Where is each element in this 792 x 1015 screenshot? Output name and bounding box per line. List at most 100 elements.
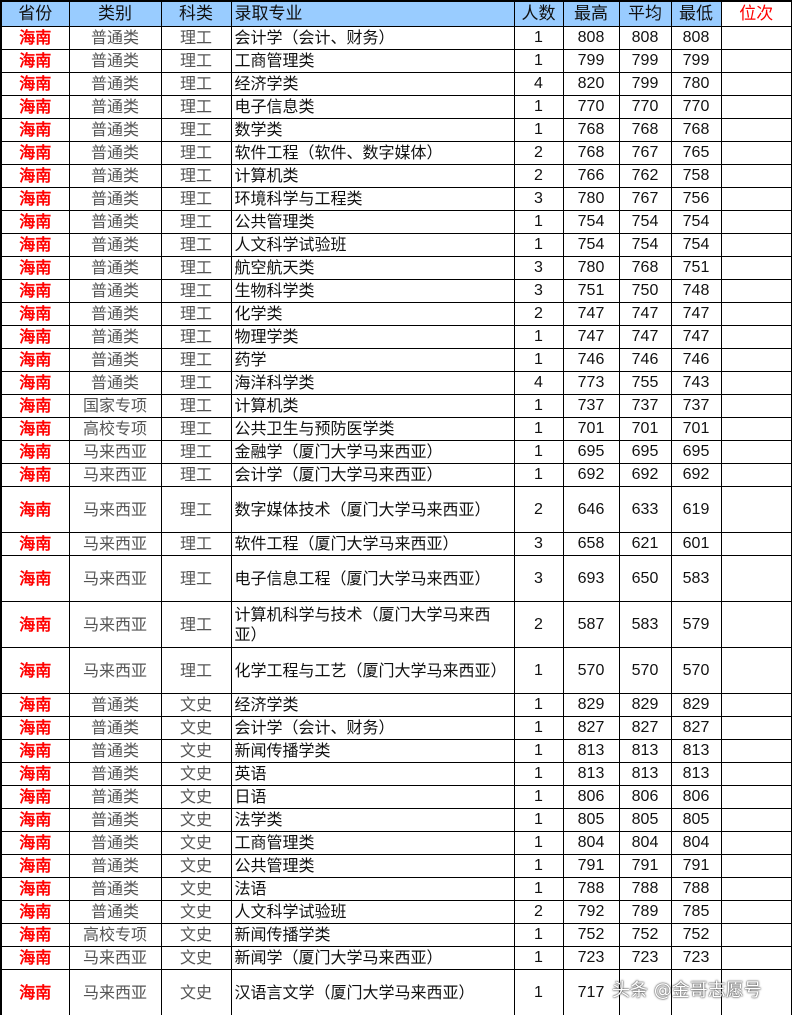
max-cell: 751 [562,279,620,303]
max-cell: 808 [562,26,620,50]
rank-cell [720,900,792,924]
rank-cell [720,762,792,786]
table-row: 海南 马来西亚 理工 数字媒体技术（厦门大学马来西亚） 2 646 633 619 [0,486,792,533]
header-avg: 平均 [618,0,672,27]
avg-cell: 754 [618,210,672,234]
rank-cell [720,831,792,855]
category-cell: 普通类 [68,785,162,809]
count-cell: 1 [513,394,564,418]
major-cell: 生物科学类 [230,279,515,303]
min-cell: 747 [670,325,722,349]
count-cell: 1 [513,49,564,73]
province-cell: 海南 [0,486,70,533]
province-cell: 海南 [0,601,70,648]
table-row: 海南 普通类 文史 新闻传播学类 1 813 813 813 [0,739,792,763]
rank-cell [720,854,792,878]
subject-cell: 理工 [160,95,232,119]
rank-cell [720,279,792,303]
min-cell: 737 [670,394,722,418]
count-cell: 1 [513,118,564,142]
province-cell: 海南 [0,808,70,832]
category-cell: 普通类 [68,49,162,73]
max-cell: 747 [562,325,620,349]
max-cell: 752 [562,923,620,947]
subject-cell: 理工 [160,555,232,602]
avg-cell: 695 [618,440,672,464]
min-cell: 601 [670,532,722,556]
major-cell: 经济学类 [230,72,515,96]
category-cell: 普通类 [68,141,162,165]
subject-cell: 理工 [160,532,232,556]
table-row: 海南 普通类 文史 英语 1 813 813 813 [0,762,792,786]
watermark: 头条 @金哥志愿号 [612,980,762,1001]
max-cell: 723 [562,946,620,970]
min-cell: 768 [670,118,722,142]
subject-cell: 理工 [160,233,232,257]
major-cell: 新闻学（厦门大学马来西亚） [230,946,515,970]
province-cell: 海南 [0,325,70,349]
province-cell: 海南 [0,417,70,441]
avg-cell: 755 [618,371,672,395]
province-cell: 海南 [0,693,70,717]
subject-cell: 理工 [160,417,232,441]
category-cell: 普通类 [68,72,162,96]
major-cell: 软件工程（厦门大学马来西亚） [230,532,515,556]
avg-cell: 789 [618,900,672,924]
province-cell: 海南 [0,463,70,487]
table-row: 海南 普通类 理工 物理学类 1 747 747 747 [0,325,792,349]
avg-cell: 752 [618,923,672,947]
table-row: 海南 马来西亚 理工 软件工程（厦门大学马来西亚） 3 658 621 601 [0,532,792,556]
category-cell: 马来西亚 [68,486,162,533]
max-cell: 820 [562,72,620,96]
table-row: 海南 普通类 理工 化学类 2 747 747 747 [0,302,792,326]
rank-cell [720,417,792,441]
table-row: 海南 普通类 文史 法语 1 788 788 788 [0,877,792,901]
major-cell: 法语 [230,877,515,901]
header-subject: 科类 [160,0,232,27]
province-cell: 海南 [0,532,70,556]
subject-cell: 文史 [160,923,232,947]
min-cell: 827 [670,716,722,740]
province-cell: 海南 [0,946,70,970]
count-cell: 2 [513,900,564,924]
header-major: 录取专业 [230,0,515,27]
min-cell: 583 [670,555,722,602]
count-cell: 4 [513,371,564,395]
province-cell: 海南 [0,279,70,303]
subject-cell: 文史 [160,739,232,763]
count-cell: 3 [513,256,564,280]
category-cell: 普通类 [68,831,162,855]
max-cell: 570 [562,647,620,694]
category-cell: 马来西亚 [68,440,162,464]
subject-cell: 理工 [160,118,232,142]
major-cell: 计算机类 [230,394,515,418]
table-row: 海南 普通类 理工 环境科学与工程类 3 780 767 756 [0,187,792,211]
major-cell: 会计学（会计、财务） [230,716,515,740]
major-cell: 人文科学试验班 [230,233,515,257]
max-cell: 813 [562,762,620,786]
max-cell: 827 [562,716,620,740]
table-row: 海南 马来西亚 理工 计算机科学与技术（厦门大学马来西亚） 2 587 583 579 [0,601,792,648]
province-cell: 海南 [0,49,70,73]
count-cell: 1 [513,647,564,694]
rank-cell [720,739,792,763]
category-cell: 普通类 [68,233,162,257]
major-cell: 数学类 [230,118,515,142]
min-cell: 799 [670,49,722,73]
province-cell: 海南 [0,95,70,119]
category-cell: 普通类 [68,118,162,142]
count-cell: 1 [513,739,564,763]
min-cell: 751 [670,256,722,280]
category-cell: 普通类 [68,164,162,188]
count-cell: 1 [513,785,564,809]
count-cell: 1 [513,210,564,234]
table-row: 海南 普通类 文史 经济学类 1 829 829 829 [0,693,792,717]
category-cell: 普通类 [68,325,162,349]
major-cell: 计算机科学与技术（厦门大学马来西亚） [230,601,515,648]
rank-cell [720,394,792,418]
max-cell: 780 [562,187,620,211]
max-cell: 805 [562,808,620,832]
avg-cell: 692 [618,463,672,487]
category-cell: 普通类 [68,348,162,372]
min-cell: 791 [670,854,722,878]
